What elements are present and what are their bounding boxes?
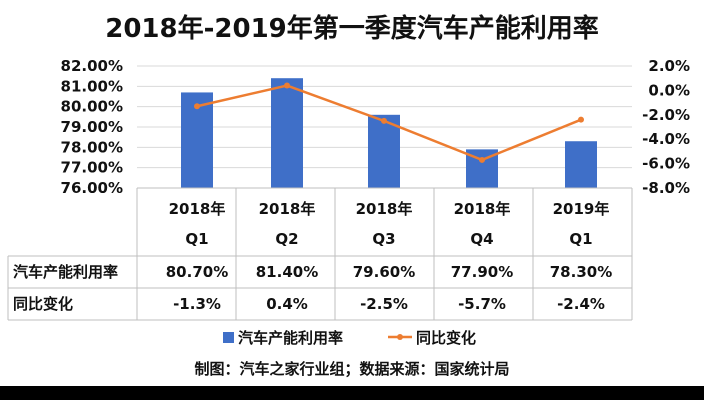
table-row-header: 汽车产能利用率 bbox=[13, 263, 118, 281]
left-tick-label: 80.00% bbox=[61, 98, 123, 116]
data-label: 80.70% bbox=[166, 263, 228, 281]
category-label-quarter: Q4 bbox=[470, 230, 493, 248]
category-label-year: 2019年 bbox=[553, 200, 610, 218]
bar bbox=[368, 114, 400, 188]
left-tick-label: 76.00% bbox=[61, 179, 123, 197]
right-tick-label: -8.0% bbox=[642, 179, 690, 197]
left-tick-label: 77.00% bbox=[61, 159, 123, 177]
line-series bbox=[194, 82, 584, 163]
data-label: -2.4% bbox=[557, 295, 605, 313]
category-label-year: 2018年 bbox=[356, 200, 413, 218]
legend: 汽车产能利用率 同比变化 bbox=[223, 329, 476, 347]
table-row-header: 同比变化 bbox=[13, 295, 73, 313]
line-point bbox=[578, 116, 584, 123]
data-label: -1.3% bbox=[173, 295, 221, 313]
data-label: -5.7% bbox=[458, 295, 506, 313]
right-tick-label: -2.0% bbox=[642, 106, 690, 124]
data-label: 0.4% bbox=[266, 295, 308, 313]
right-axis-ticks: 2.0% 0.0% -2.0% -4.0% -6.0% -8.0% bbox=[642, 57, 690, 197]
left-tick-label: 81.00% bbox=[61, 77, 123, 95]
left-tick-label: 78.00% bbox=[61, 138, 123, 156]
right-tick-label: 2.0% bbox=[648, 57, 690, 75]
category-label-year: 2018年 bbox=[454, 200, 511, 218]
category-label-quarter: Q2 bbox=[275, 230, 298, 248]
category-label-quarter: Q1 bbox=[569, 230, 592, 248]
category-label-quarter: Q1 bbox=[185, 230, 208, 248]
data-label: 81.40% bbox=[256, 263, 318, 281]
left-axis-ticks: 82.00% 81.00% 80.00% 79.00% 78.00% 77.00% 76.0… bbox=[61, 57, 123, 197]
left-tick-label: 79.00% bbox=[61, 118, 123, 136]
source-note: 制图：汽车之家行业组；数据来源：国家统计局 bbox=[194, 360, 509, 378]
category-label-quarter: Q3 bbox=[372, 230, 395, 248]
legend-bar-swatch bbox=[223, 332, 234, 343]
data-label: -2.5% bbox=[360, 295, 408, 313]
left-tick-label: 82.00% bbox=[61, 57, 123, 75]
bar bbox=[565, 141, 597, 188]
line-point bbox=[284, 82, 290, 89]
line-point bbox=[479, 156, 485, 163]
legend-line-marker bbox=[397, 334, 403, 340]
right-tick-label: 0.0% bbox=[648, 81, 690, 99]
data-table: 2018年 Q1 2018年 Q2 2018年 Q3 2018年 Q4 2019年 Q1 汽车产能利… bbox=[7, 187, 633, 321]
bar-series bbox=[181, 78, 597, 188]
legend-bar-label: 汽车产能利用率 bbox=[238, 329, 343, 347]
bar bbox=[271, 78, 303, 188]
legend-line-label: 同比变化 bbox=[416, 329, 476, 347]
line-point bbox=[194, 103, 200, 110]
category-label-year: 2018年 bbox=[259, 200, 316, 218]
data-label: 79.60% bbox=[353, 263, 415, 281]
data-label: 78.30% bbox=[550, 263, 612, 281]
line-point bbox=[381, 117, 387, 124]
data-label: 77.90% bbox=[451, 263, 513, 281]
category-label-year: 2018年 bbox=[169, 200, 226, 218]
right-tick-label: -6.0% bbox=[642, 155, 690, 173]
chart-title: 2018年-2019年第一季度汽车产能利用率 bbox=[105, 13, 599, 44]
right-tick-label: -4.0% bbox=[642, 130, 690, 148]
bottom-black-strip bbox=[0, 386, 704, 400]
